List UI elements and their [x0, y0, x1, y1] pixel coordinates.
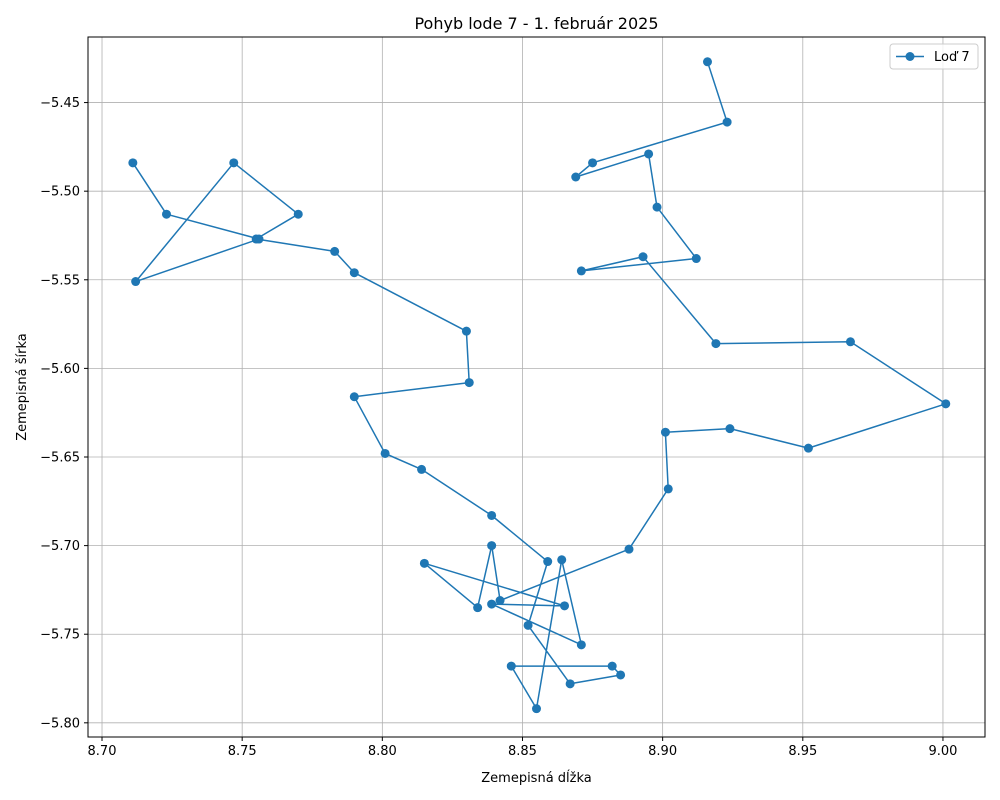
data-point — [349, 268, 359, 278]
y-tick-label: −5.70 — [40, 539, 80, 554]
data-point — [543, 557, 553, 567]
data-point — [803, 443, 813, 453]
data-point — [487, 510, 497, 520]
y-tick-label: −5.55 — [40, 273, 80, 288]
data-point — [487, 541, 497, 551]
data-point — [576, 266, 586, 276]
x-tick-label: 8.75 — [228, 744, 257, 759]
y-tick-label: −5.65 — [40, 451, 80, 466]
x-axis-label: Zemepisná dĺžka — [481, 770, 592, 786]
data-point — [349, 392, 359, 402]
y-axis-label: Zemepisná šírka — [15, 333, 30, 441]
chart-title: Pohyb lode 7 - 1. február 2025 — [414, 14, 658, 33]
data-point — [560, 601, 570, 611]
data-point — [941, 399, 951, 409]
data-point — [565, 679, 575, 689]
data-point — [557, 555, 567, 565]
x-axis-ticks: 8.70 8.75 8.80 8.85 8.90 8.95 9.00 — [88, 737, 957, 759]
y-tick-label: −5.50 — [40, 185, 80, 200]
data-point — [691, 254, 701, 264]
data-point — [576, 640, 586, 650]
data-point — [624, 544, 634, 554]
x-tick-label: 8.80 — [368, 744, 397, 759]
y-tick-label: −5.75 — [40, 628, 80, 643]
data-point — [725, 424, 735, 434]
data-point — [638, 252, 648, 262]
data-point — [663, 484, 673, 494]
data-point — [487, 599, 497, 609]
data-point — [702, 57, 712, 67]
data-point — [380, 448, 390, 458]
plot-frame — [87, 36, 986, 738]
x-tick-label: 8.70 — [88, 744, 117, 759]
data-point — [616, 670, 626, 680]
legend-marker — [905, 52, 915, 61]
data-point — [711, 339, 721, 349]
data-point — [128, 158, 138, 168]
y-tick-label: −5.60 — [40, 362, 80, 377]
grid-lines — [88, 37, 985, 737]
data-point — [607, 661, 617, 671]
y-tick-label: −5.45 — [40, 96, 80, 111]
data-point — [131, 277, 141, 287]
data-point — [464, 378, 474, 388]
data-point — [652, 202, 662, 212]
x-tick-label: 8.90 — [648, 744, 677, 759]
data-point — [845, 337, 855, 347]
series-layer — [128, 57, 951, 714]
x-tick-label: 9.00 — [928, 744, 957, 759]
data-point — [523, 620, 533, 630]
data-point — [588, 158, 598, 168]
data-point — [254, 234, 264, 244]
data-point — [571, 172, 581, 182]
legend: Loď 7 — [889, 43, 979, 70]
data-point — [532, 704, 541, 714]
data-point — [161, 209, 171, 219]
data-point — [419, 558, 429, 568]
data-point — [722, 117, 732, 127]
data-point — [506, 661, 516, 671]
data-point — [495, 596, 505, 606]
y-tick-label: −5.80 — [40, 716, 80, 731]
data-point — [293, 209, 303, 219]
x-tick-label: 8.85 — [508, 744, 537, 759]
data-point — [417, 464, 427, 474]
legend-label: Loď 7 — [934, 50, 970, 65]
data-point — [330, 246, 340, 256]
data-point — [644, 149, 654, 159]
data-point — [473, 603, 483, 613]
y-axis-ticks: −5.80 −5.75 −5.70 −5.65 −5.60 −5.55 −5.50 −5.45 — [40, 96, 88, 731]
data-point — [229, 158, 239, 168]
data-point — [461, 326, 471, 336]
data-point — [660, 427, 670, 437]
series-line — [132, 61, 947, 710]
legend-box — [889, 43, 979, 70]
x-tick-label: 8.95 — [788, 744, 817, 759]
